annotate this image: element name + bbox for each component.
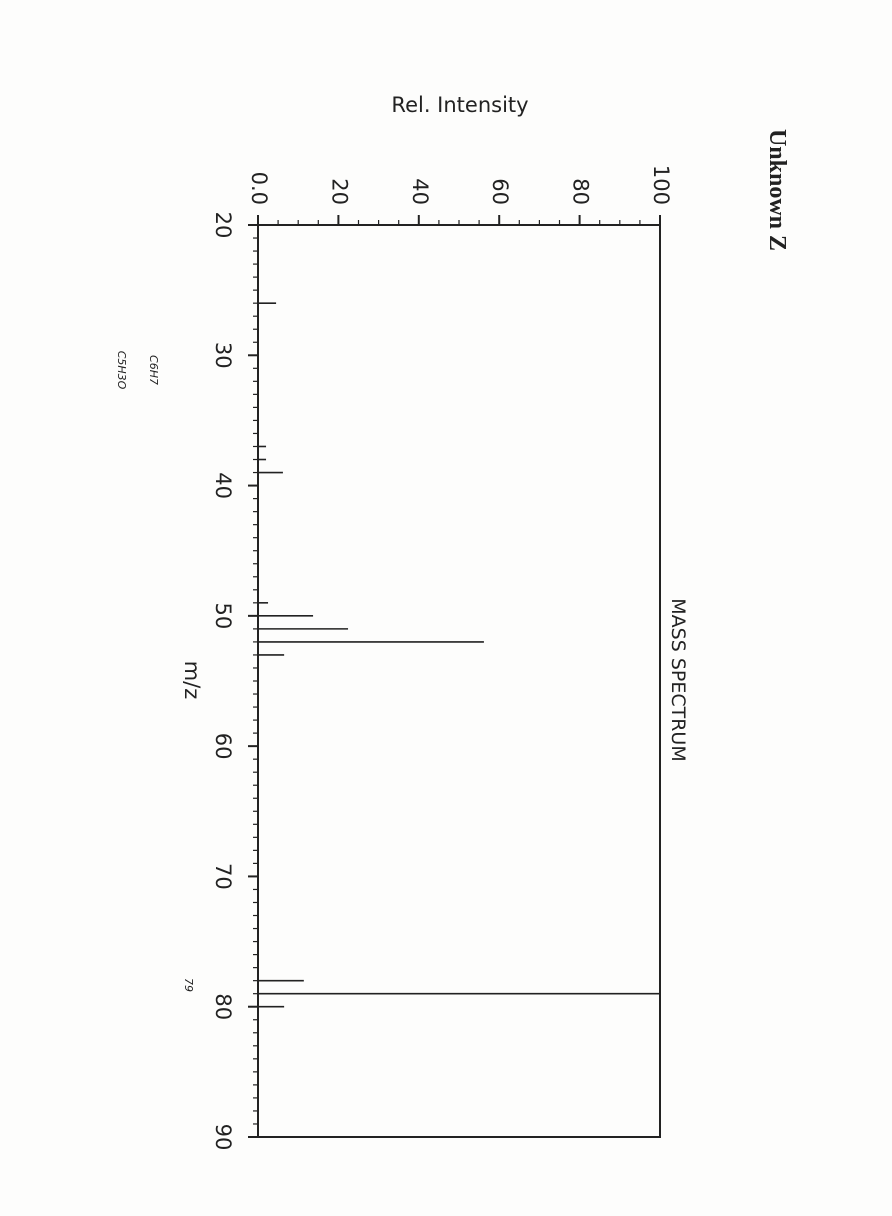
annotation: 79 — [182, 978, 195, 992]
y-tick-label: 20 — [327, 178, 351, 205]
y-tick-label: 100 — [649, 165, 673, 205]
x-tick-label: 20 — [211, 212, 235, 239]
x-tick-label: 40 — [211, 472, 235, 499]
chart-title: Unknown Z — [764, 129, 790, 251]
y-tick-label: 80 — [569, 178, 593, 205]
x-axis-label: m/z — [180, 661, 204, 700]
x-tick-label: 60 — [211, 733, 235, 760]
x-tick-label: 50 — [211, 602, 235, 629]
x-tick-label: 30 — [211, 342, 235, 369]
chart-subtitle: MASS SPECTRUM — [667, 598, 689, 761]
x-tick-label: 80 — [211, 993, 235, 1020]
annotation: C6H7 — [147, 355, 160, 385]
rotated-chart: Unknown Z MASS SPECTRUM m/z C6H7 C5H3O 7… — [115, 129, 790, 1150]
annotation: C5H3O — [115, 351, 128, 390]
y-tick-label: 0.0 — [247, 172, 271, 205]
y-axis-label: Rel. Intensity — [391, 93, 528, 117]
y-tick-label: 60 — [488, 178, 512, 205]
y-tick-label: 40 — [408, 178, 432, 205]
x-tick-label: 70 — [211, 863, 235, 890]
x-tick-label: 90 — [211, 1124, 235, 1151]
